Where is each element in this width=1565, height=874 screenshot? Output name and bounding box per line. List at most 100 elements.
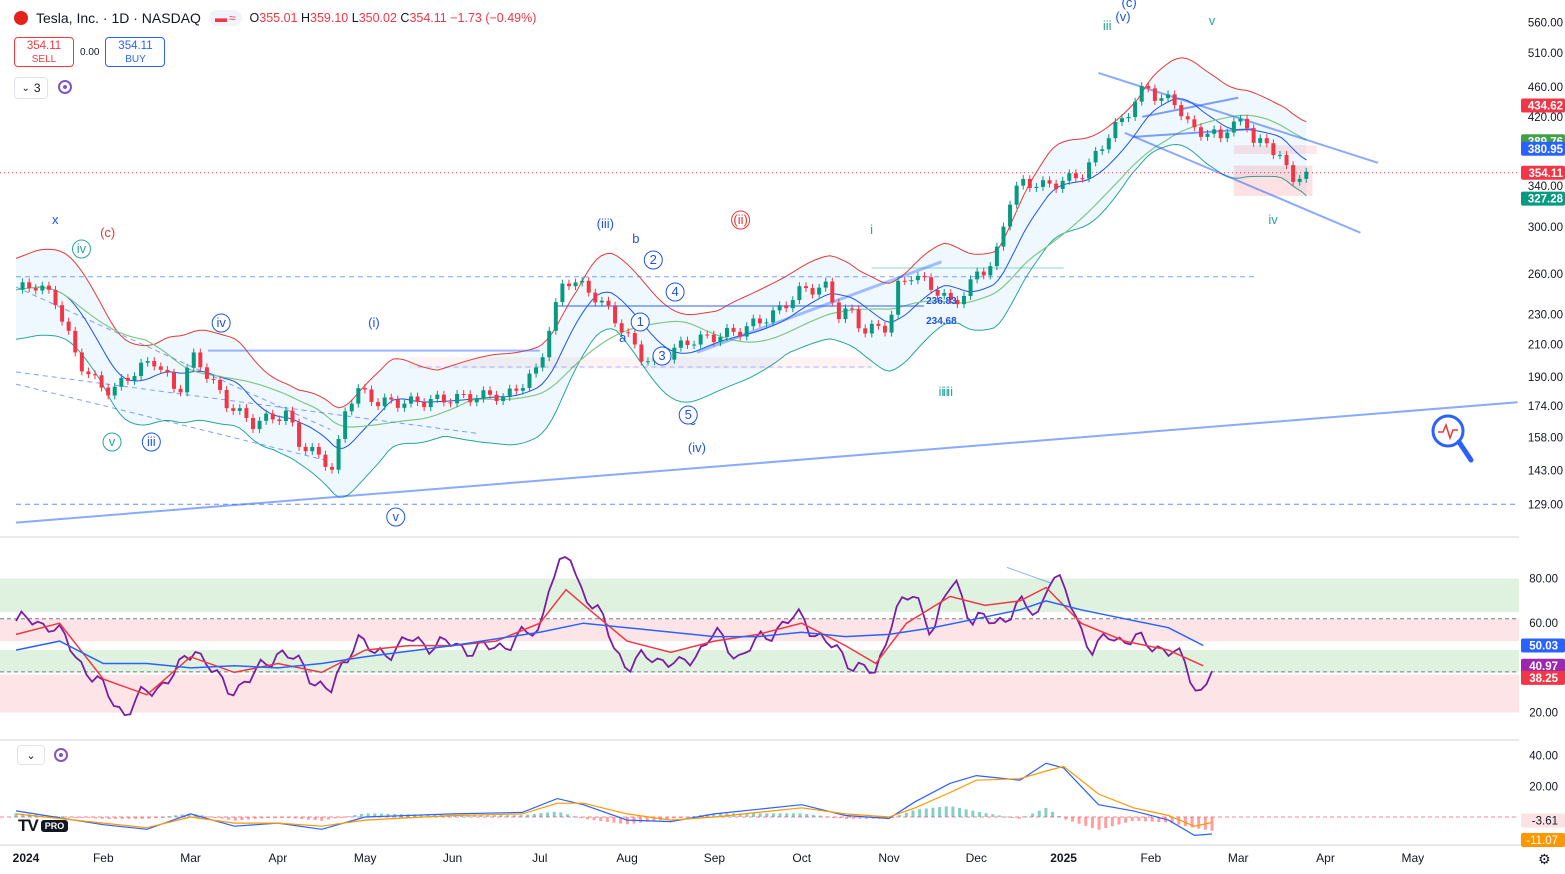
price-tick-label: 129.00 xyxy=(1528,499,1563,511)
macd-histogram-bar xyxy=(1064,817,1068,820)
macd-histogram-bar xyxy=(1037,810,1041,817)
wave-label: 1 xyxy=(637,314,644,329)
macd-histogram-bar xyxy=(419,814,423,817)
macd-histogram-bar xyxy=(94,817,98,819)
price-tick-label: 420.00 xyxy=(1528,112,1563,124)
rsi-series-line xyxy=(15,600,1204,669)
wave-label: (c) xyxy=(1121,0,1136,10)
macd-histogram-bar xyxy=(240,817,244,821)
price-tick-label: 460.00 xyxy=(1528,82,1563,94)
fib-level-label: 234.68 xyxy=(926,316,957,327)
macd-histogram-bar xyxy=(87,817,91,818)
macd-histogram-bar xyxy=(373,813,377,817)
candle xyxy=(915,275,920,281)
macd-histogram-bar xyxy=(147,817,151,819)
macd-histogram-bar xyxy=(1024,816,1028,818)
magnifier-icon[interactable] xyxy=(1431,414,1474,463)
macd-histogram-bar xyxy=(67,816,71,818)
macd-histogram-bar xyxy=(1084,817,1088,826)
macd-histogram-bar xyxy=(360,813,364,817)
sync-icon[interactable] xyxy=(54,748,68,762)
macd-histogram-bar xyxy=(346,816,350,818)
candle xyxy=(863,328,868,334)
candle xyxy=(757,318,762,324)
candle xyxy=(448,402,453,404)
buy-button[interactable]: 354.11 BUY xyxy=(105,37,166,67)
candle xyxy=(1113,122,1118,139)
macd-histogram-bar xyxy=(579,817,583,819)
time-tick-label: Mar xyxy=(180,851,201,865)
price-label: 354.11 xyxy=(1528,168,1563,180)
macd-histogram-bar xyxy=(1044,807,1048,817)
macd-histogram-bar xyxy=(472,815,476,817)
candle xyxy=(297,422,302,447)
candle xyxy=(889,314,894,333)
time-tick-label: Aug xyxy=(616,851,637,865)
chevron-down-icon: ⌄ xyxy=(26,749,36,762)
candle xyxy=(125,377,130,381)
candle xyxy=(204,367,209,379)
indicators-collapse-button[interactable]: ⌄ 3 xyxy=(14,77,48,99)
macd-histogram-bar xyxy=(785,813,789,817)
macd-histogram-bar xyxy=(386,813,390,817)
candle xyxy=(606,300,611,306)
wave-label-circle xyxy=(71,239,91,259)
candle xyxy=(494,394,499,402)
macd-histogram-bar xyxy=(599,817,603,822)
macd-value-label: -11.07 xyxy=(1526,835,1558,847)
gear-icon[interactable]: ⚙ xyxy=(1538,851,1551,867)
macd-histogram-bar xyxy=(127,817,131,819)
candle xyxy=(224,389,229,409)
candle xyxy=(975,271,980,280)
sell-button[interactable]: 354.11 SELL xyxy=(14,37,74,67)
candle xyxy=(678,340,683,348)
price-label-badge xyxy=(1521,141,1565,156)
candle xyxy=(968,279,973,297)
candle xyxy=(724,327,729,338)
candle xyxy=(869,323,874,334)
time-tick-label: May xyxy=(354,851,377,865)
macd-histogram-bar xyxy=(306,817,310,820)
macd-histogram-bar xyxy=(300,817,304,820)
wave-label: b xyxy=(632,231,639,246)
macd-histogram-bar xyxy=(1011,817,1015,818)
macd-histogram-bar xyxy=(612,817,616,823)
time-tick-label: Feb xyxy=(93,851,114,865)
macd-histogram-bar xyxy=(864,817,868,819)
candle xyxy=(553,302,558,331)
candle xyxy=(303,446,308,452)
candle xyxy=(672,347,677,360)
macd-histogram-bar xyxy=(845,817,849,819)
candle xyxy=(843,308,848,320)
macd-histogram-bar xyxy=(173,815,177,817)
symbol-title[interactable]: Tesla, Inc. · 1D · NASDAQ xyxy=(36,10,201,26)
moving-average-line xyxy=(15,114,1307,428)
wave-label: iv xyxy=(216,315,226,330)
macd-collapse-button[interactable]: ⌄ xyxy=(17,745,45,765)
macd-histogram-bar xyxy=(280,817,284,818)
candle xyxy=(731,327,736,332)
wave-label: (v) xyxy=(1115,9,1130,24)
market-status-pill[interactable]: ▬ ≈ xyxy=(208,10,242,26)
macd-histogram-bar xyxy=(572,816,576,818)
candle xyxy=(1251,128,1256,143)
rsi-series-line xyxy=(15,555,1213,717)
candle xyxy=(66,321,71,331)
candle xyxy=(46,285,51,290)
macd-histogram-bar xyxy=(1190,817,1194,828)
macd-histogram-bar xyxy=(771,813,775,817)
rsi-tick-label: 80.00 xyxy=(1529,574,1558,586)
candle xyxy=(60,305,65,322)
macd-histogram-bar xyxy=(592,817,596,821)
rsi-oversold-zone xyxy=(0,674,1519,713)
sync-icon[interactable] xyxy=(58,80,72,94)
macd-histogram-bar xyxy=(466,815,470,817)
candle xyxy=(1159,98,1164,101)
candle xyxy=(1047,180,1052,184)
macd-histogram-bar xyxy=(526,814,530,817)
gap-zone xyxy=(408,357,872,369)
candle xyxy=(692,344,697,346)
wave-label: (iii) xyxy=(597,216,614,231)
